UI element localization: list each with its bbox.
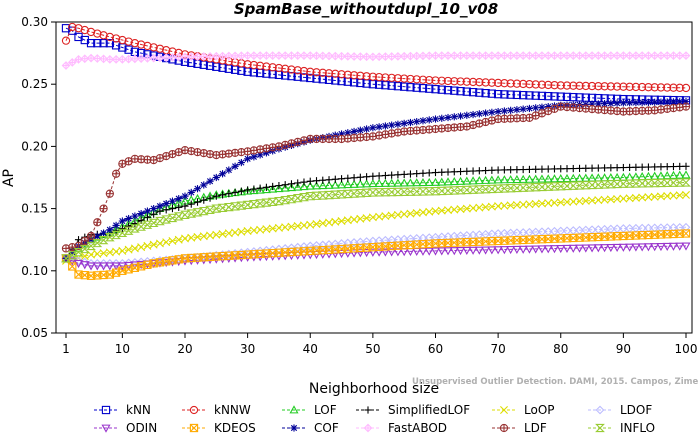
plot-frame <box>55 21 693 334</box>
series-markers <box>62 162 690 262</box>
series-knnw <box>61 22 691 93</box>
series-layer <box>61 22 691 280</box>
x-tick-label: 20 <box>177 342 192 356</box>
y-tick-label: 0.15 <box>21 202 48 216</box>
legend-label: FastABOD <box>388 421 447 434</box>
x-tick-label: 30 <box>240 342 255 356</box>
series-markers <box>61 22 691 93</box>
x-tick-label: 70 <box>490 342 505 356</box>
y-tick-label: 0.20 <box>21 139 48 153</box>
legend-item-knn: kNN <box>94 403 151 417</box>
legend-item-simplifiedlof: SimplifiedLOF <box>356 403 470 417</box>
y-tick-label: 0.25 <box>21 77 48 91</box>
watermark: Unsupervised Outlier Detection. DAMI, 20… <box>412 377 698 387</box>
legend-label: LoOP <box>524 403 555 417</box>
series-markers <box>61 51 691 70</box>
legend-item-odin: ODIN <box>94 421 157 434</box>
legend-label: LDF <box>524 421 547 434</box>
legend-label: INFLO <box>620 421 655 434</box>
legend-item-kdeos: KDEOS <box>182 421 256 434</box>
legend-item-inflo: INFLO <box>588 421 655 434</box>
y-axis-label: AP <box>1 169 17 187</box>
x-tick-label: 40 <box>303 342 318 356</box>
x-tick-label: 10 <box>115 342 130 356</box>
chart-title: SpamBase_withoutdupl_10_v08 <box>234 0 498 18</box>
y-tick-label: 0.10 <box>21 264 48 278</box>
y-tick-label: 0.30 <box>21 15 48 29</box>
legend-label: LDOF <box>620 403 652 417</box>
legend: kNN kNNW LOF SimplifiedLOF LoOP LDOF ODIN KDEOS… <box>94 403 655 434</box>
legend-item-fastabod: FastABOD <box>356 421 447 434</box>
x-tick-label: 60 <box>428 342 443 356</box>
legend-label: LOF <box>314 403 337 417</box>
legend-item-cof: COF <box>282 421 339 434</box>
series-markers <box>61 102 691 253</box>
series-line <box>65 194 687 262</box>
x-tick-label: 1 <box>62 342 70 356</box>
legend-label: kNNW <box>214 403 251 417</box>
series-loop <box>62 190 690 265</box>
legend-item-lof: LOF <box>282 403 337 417</box>
series-kdeos <box>61 229 691 280</box>
series-line <box>65 101 687 259</box>
legend-label: SimplifiedLOF <box>388 403 470 417</box>
series-fastabod <box>61 51 691 70</box>
series-lof <box>61 170 691 262</box>
x-tick-label: 100 <box>675 342 698 356</box>
series-line <box>65 181 687 259</box>
legend-item-ldf: LDF <box>492 421 547 434</box>
series-knn <box>61 24 691 105</box>
x-axis-label: Neighborhood size <box>309 381 439 397</box>
x-tick-label: 80 <box>553 342 568 356</box>
series-markers <box>62 190 690 265</box>
legend-item-knnw: kNNW <box>182 403 251 417</box>
legend-label: kNN <box>126 403 151 417</box>
legend-item-loop: LoOP <box>492 403 555 417</box>
legend-label: ODIN <box>126 421 157 434</box>
legend-label: COF <box>314 421 339 434</box>
series-markers <box>61 178 691 263</box>
x-tick-label: 50 <box>365 342 380 356</box>
series-simplifiedlof <box>62 162 690 262</box>
series-markers <box>61 24 691 105</box>
y-tick-label: 0.05 <box>21 326 48 340</box>
series-ldf <box>61 102 691 253</box>
series-markers <box>61 229 691 280</box>
x-tick-label: 90 <box>616 342 631 356</box>
legend-label: KDEOS <box>214 421 256 434</box>
x-axis: 1 10 20 30 40 50 60 70 80 90 100 <box>62 333 697 356</box>
series-line <box>65 245 687 267</box>
y-axis: 0.05 0.10 0.15 0.20 0.25 0.30 <box>21 15 56 340</box>
legend-item-ldof: LDOF <box>588 403 652 417</box>
series-inflo <box>61 178 691 263</box>
